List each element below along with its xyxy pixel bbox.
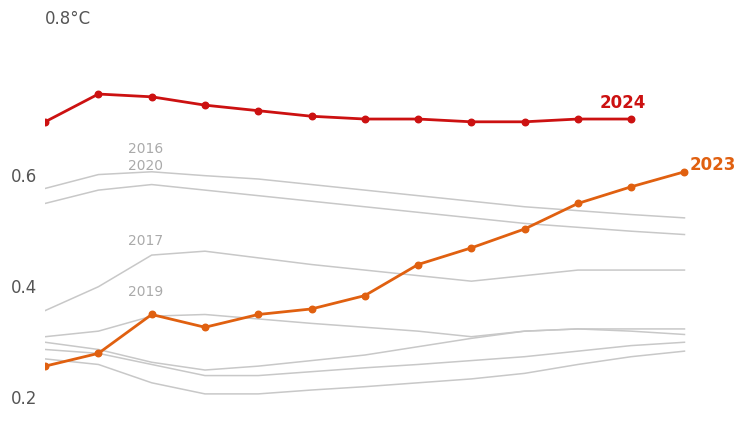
Point <box>626 116 638 123</box>
Text: 2016: 2016 <box>128 142 163 156</box>
Point <box>146 311 158 318</box>
Point <box>519 226 531 233</box>
Point <box>252 311 264 318</box>
Text: 2024: 2024 <box>599 95 646 113</box>
Point <box>199 324 211 331</box>
Point <box>572 116 584 123</box>
Point <box>199 102 211 109</box>
Point <box>519 118 531 125</box>
Point <box>412 261 424 268</box>
Point <box>626 183 638 190</box>
Point <box>412 116 424 123</box>
Point <box>92 91 104 98</box>
Point <box>92 350 104 357</box>
Text: 0.8°C: 0.8°C <box>45 10 92 28</box>
Point <box>358 116 370 123</box>
Text: 2017: 2017 <box>128 234 163 248</box>
Point <box>252 107 264 114</box>
Point <box>146 93 158 100</box>
Point <box>305 305 317 312</box>
Point <box>465 244 477 251</box>
Point <box>305 113 317 120</box>
Point <box>39 118 51 125</box>
Point <box>572 200 584 207</box>
Point <box>358 292 370 299</box>
Text: 2019: 2019 <box>128 286 163 300</box>
Point <box>465 118 477 125</box>
Point <box>679 168 691 175</box>
Text: 2023: 2023 <box>690 156 736 174</box>
Text: 2020: 2020 <box>128 159 163 173</box>
Point <box>39 362 51 369</box>
